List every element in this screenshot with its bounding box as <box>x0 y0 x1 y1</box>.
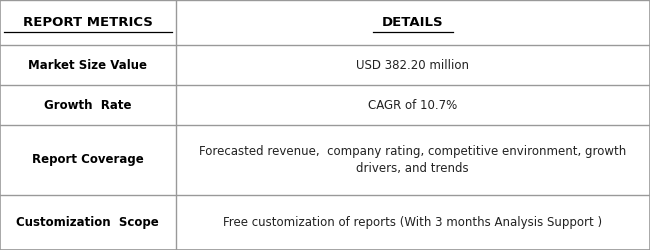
Text: USD 382.20 million: USD 382.20 million <box>356 58 469 71</box>
Text: Forecasted revenue,  company rating, competitive environment, growth
drivers, an: Forecasted revenue, company rating, comp… <box>199 145 627 175</box>
Text: Report Coverage: Report Coverage <box>32 153 144 166</box>
Text: Customization  Scope: Customization Scope <box>16 216 159 229</box>
Text: Market Size Value: Market Size Value <box>28 58 148 71</box>
Text: REPORT METRICS: REPORT METRICS <box>23 16 153 29</box>
Text: Free customization of reports (With 3 months Analysis Support ): Free customization of reports (With 3 mo… <box>223 216 603 229</box>
Text: CAGR of 10.7%: CAGR of 10.7% <box>368 98 458 112</box>
Text: Growth  Rate: Growth Rate <box>44 98 131 112</box>
Text: DETAILS: DETAILS <box>382 16 443 29</box>
